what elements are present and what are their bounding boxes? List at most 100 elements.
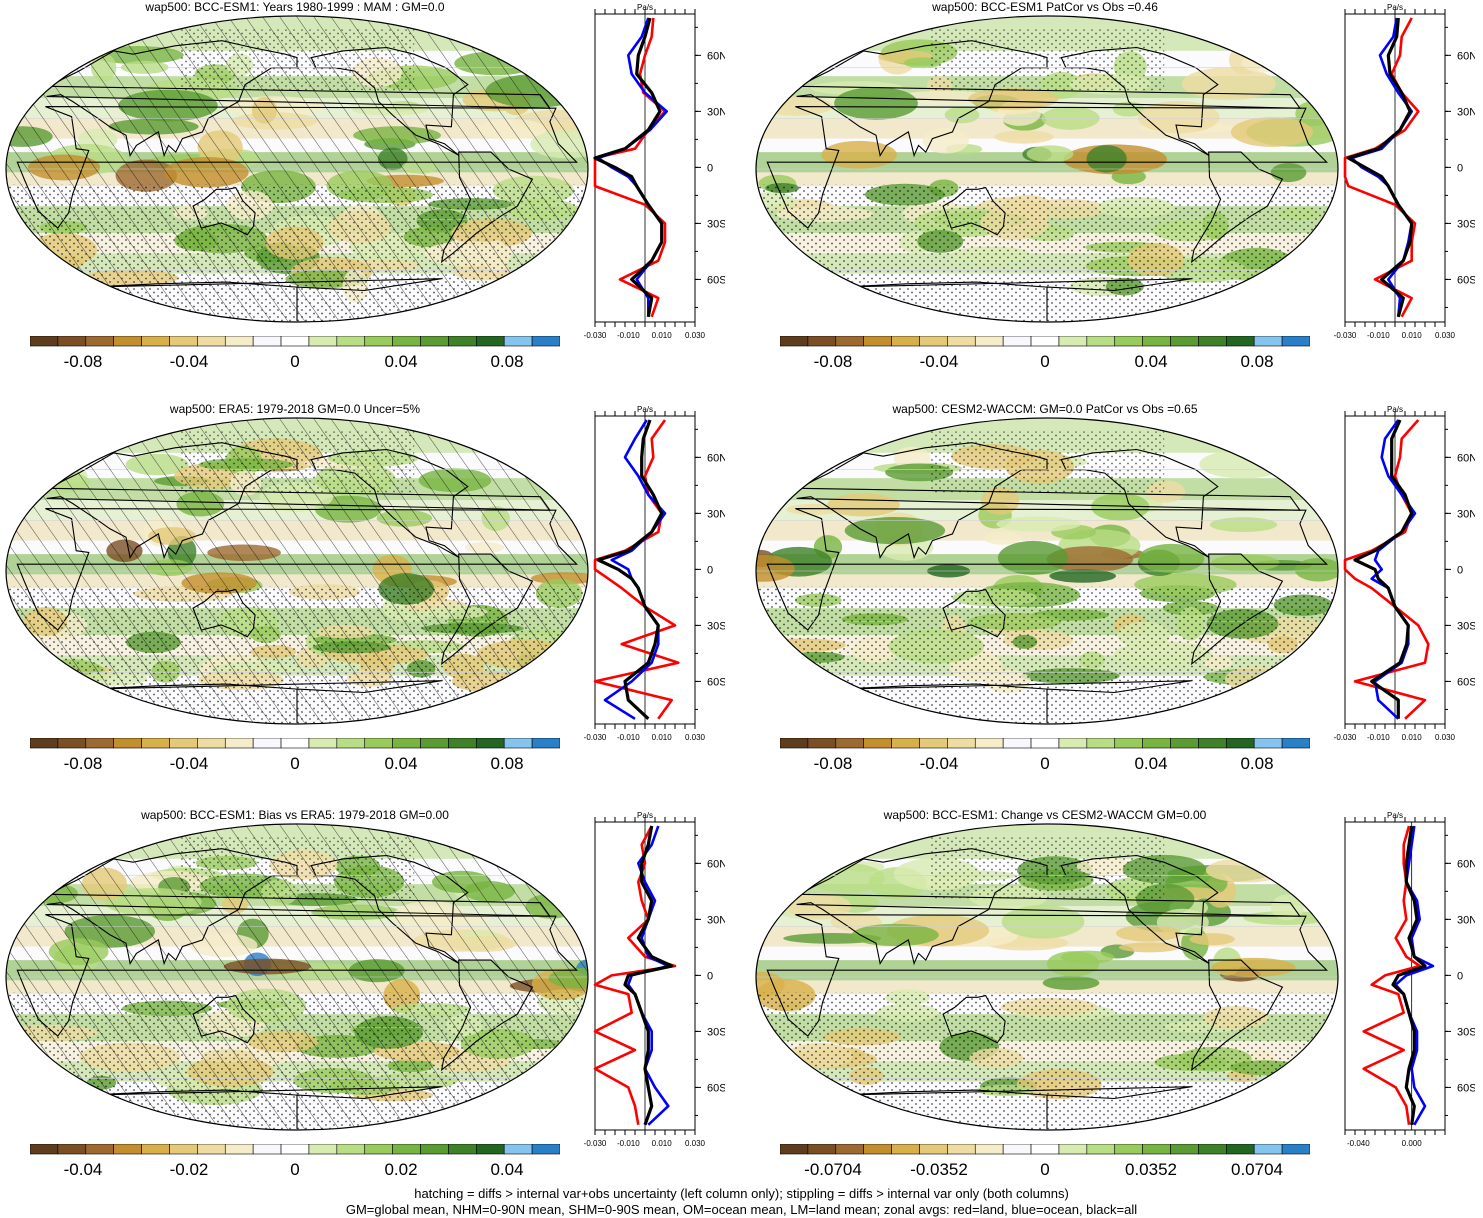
- colorbar-cell: [1226, 336, 1255, 347]
- field-blob: [756, 971, 785, 998]
- colorbar-tick-label: -0.08: [814, 754, 853, 773]
- colorbar-cell: [141, 1144, 170, 1155]
- colorbar-cell: [169, 738, 198, 749]
- field-blob: [844, 516, 946, 545]
- zonal-line-land: [593, 17, 667, 318]
- field-blob: [994, 130, 1054, 144]
- field-blob: [851, 923, 939, 947]
- colorbar-cell: [1226, 1144, 1255, 1155]
- colorbar-tick-label: -0.08: [814, 352, 853, 371]
- zonal-line-land: [593, 419, 680, 720]
- colorbar-tick-label: -0.04: [920, 352, 959, 371]
- field-blob: [1205, 857, 1286, 883]
- colorbar-cell: [336, 336, 366, 347]
- field-blob: [922, 127, 970, 154]
- colorbar-tick-label: 0.04: [384, 754, 417, 773]
- panel: wap500: CESM2-WACCM: GM=0.0 PatCor vs Ob…: [750, 402, 1483, 802]
- colorbar-tick-label: 0.08: [490, 352, 523, 371]
- colorbar-cell: [807, 738, 837, 749]
- colorbar-cell: [974, 336, 1004, 347]
- colorbar-cell: [392, 336, 421, 347]
- x-tick-label: 0.030: [685, 1139, 706, 1148]
- colorbar-cell: [476, 738, 505, 749]
- colorbar-cell: [835, 1144, 864, 1155]
- lat-tick-label: 30N: [707, 914, 725, 926]
- colorbar-cell: [1142, 738, 1171, 749]
- colorbar: -0.08 -0.04 0 0.04 0.08: [30, 336, 560, 376]
- colorbar-cell: [1198, 1144, 1227, 1155]
- map-field: [6, 418, 588, 724]
- colorbar-cell: [807, 1144, 837, 1155]
- x-tick-label: 0.030: [1435, 331, 1456, 340]
- x-tick-label: -0.030: [1334, 733, 1357, 742]
- zonal-line-all: [1391, 825, 1427, 1126]
- zonal-mean-plot: Pa/s 60N 30N 0 30S 60S -0.030 -0.010 0.010 0.030: [575, 402, 725, 752]
- stippling: [756, 586, 1338, 724]
- colorbar-cell: [252, 336, 282, 347]
- colorbar-cell: [1002, 1144, 1032, 1155]
- colorbar-cell: [863, 336, 892, 347]
- colorbar-cell: [1058, 738, 1088, 749]
- colorbar-cell: [503, 738, 533, 749]
- panel: wap500: BCC-ESM1 PatCor vs Obs =0.46 Pa/…: [750, 0, 1483, 400]
- panel-title: wap500: BCC-ESM1: Change vs CESM2-WACCM …: [883, 808, 1207, 822]
- colorbar-cell: [1170, 1144, 1199, 1155]
- lat-tick-label: 0: [1457, 162, 1463, 174]
- field-blob: [756, 554, 795, 582]
- field-blob: [1091, 493, 1150, 521]
- colorbar-tick-label: 0.08: [1240, 754, 1273, 773]
- x-tick-label: 0.000: [1402, 1139, 1423, 1148]
- field-blob: [1137, 101, 1220, 134]
- lat-tick-label: 60N: [1457, 858, 1475, 870]
- colorbar-cell: [891, 738, 920, 749]
- lat-tick-label: 60N: [1457, 50, 1475, 62]
- zonal-unit: Pa/s: [637, 3, 653, 12]
- colorbar-cell: [531, 1144, 560, 1155]
- map: [754, 416, 1340, 726]
- zonal-unit: Pa/s: [1387, 405, 1403, 414]
- colorbar-cell: [308, 738, 338, 749]
- colorbar-cell: [1142, 1144, 1171, 1155]
- zonal-line-all: [593, 17, 664, 318]
- lat-tick-label: 0: [1457, 970, 1463, 982]
- colorbar-cell: [807, 336, 837, 347]
- hatching: [6, 16, 588, 322]
- colorbar: -0.08 -0.04 0 0.04 0.08: [30, 738, 560, 778]
- lat-tick-label: 60N: [1457, 452, 1475, 464]
- field-blob: [786, 893, 852, 920]
- colorbar-tick-label: -0.0352: [910, 1160, 968, 1179]
- colorbar-cell: [1114, 1144, 1143, 1155]
- x-tick-label: -0.030: [584, 331, 607, 340]
- x-tick-label: 0.010: [652, 331, 673, 340]
- colorbar-cell: [919, 738, 948, 749]
- colorbar-cell: [364, 738, 393, 749]
- field-blob: [1001, 905, 1085, 939]
- colorbar-tick-label: 0.04: [490, 1160, 523, 1179]
- colorbar-cell: [1002, 738, 1032, 749]
- colorbar-cell: [780, 1144, 809, 1155]
- map-field: [756, 418, 1338, 724]
- colorbar-tick-label: 0.08: [490, 754, 523, 773]
- zonal-mean-plot: Pa/s 60N 30N 0 30S 60S -0.030 -0.010 0.010 0.030: [1325, 402, 1475, 752]
- colorbar-tick-label: 0.08: [1240, 352, 1273, 371]
- panel-title: wap500: CESM2-WACCM: GM=0.0 PatCor vs Ob…: [892, 402, 1198, 416]
- colorbar-cell: [85, 738, 114, 749]
- colorbar-cell: [308, 1144, 338, 1155]
- x-tick-label: 0.010: [1402, 733, 1423, 742]
- hatching: [6, 824, 588, 1130]
- zonal-mean-plot: Pa/s 60N 30N 0 30S 60S -0.030 -0.010 0.010 0.030: [1325, 0, 1475, 350]
- x-tick-label: 0.010: [1402, 331, 1423, 340]
- field-blob: [1046, 546, 1134, 573]
- lat-tick-label: 0: [707, 970, 713, 982]
- colorbar-cell: [476, 1144, 505, 1155]
- colorbar: -0.08 -0.04 0 0.04 0.08: [780, 336, 1310, 376]
- zonal-line-all: [1353, 419, 1414, 719]
- field-blob: [1230, 117, 1313, 147]
- x-tick-label: -0.010: [617, 1139, 640, 1148]
- lat-tick-label: 30S: [707, 620, 725, 632]
- colorbar-cell: [364, 336, 393, 347]
- lat-tick-label: 30S: [1457, 218, 1475, 230]
- colorbar-tick-label: 0.02: [384, 1160, 417, 1179]
- colorbar-cell: [1030, 1144, 1060, 1155]
- colorbar-cell: [1030, 336, 1060, 347]
